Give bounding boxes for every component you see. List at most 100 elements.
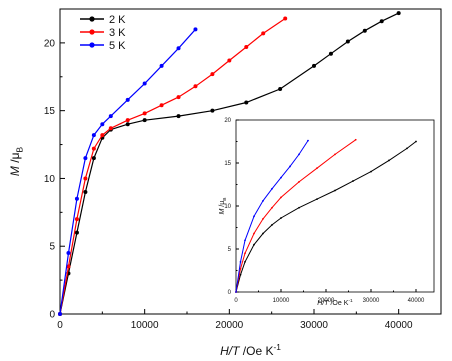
main-x-tick-label: 10000 [131,320,159,331]
main-series-2-point [91,133,96,138]
main-series-0-point [345,39,350,44]
main-series-0-point [362,28,367,33]
main-series-1-point [91,146,96,151]
main-series-2-point [176,46,181,51]
main-series-2-point [100,122,105,127]
inset-series-0-point [415,140,417,143]
main-x-tick-label: 30000 [300,320,328,331]
main-x-tick-label: 40000 [385,320,413,331]
inset-series-1-point [298,181,300,183]
inset-series-0-point [406,147,408,150]
main-y-axis-title: M /μB [8,147,25,177]
inset-y-axis-var: M [219,209,226,215]
inset-y-tick-label: 0 [228,290,232,296]
main-series-2-point [108,114,113,119]
main-x-axis-unit: /Oe K [239,344,273,358]
main-series-0-point [210,108,215,113]
inset-series-0-point [388,159,390,162]
main-series-1-point [283,16,288,21]
legend-marker-0 [89,16,95,22]
inset-series-0-point [239,273,242,276]
inset-series-0-point [280,217,282,219]
inset-series-1-point [271,206,273,209]
main-x-axis-sep: / [228,344,234,358]
inset-series-0-point [352,180,354,182]
inset-x-axis-title: H/T /Oe K-1 [317,298,353,307]
inset-series-2-point [271,187,273,190]
legend-marker-1 [89,29,95,35]
main-series-1-point [244,44,249,49]
main-series-0-point [83,190,88,194]
main-series-0-point [142,118,147,123]
main-series-1-point [108,126,113,131]
main-series-0-point [176,114,181,119]
main-x-axis-sup: -1 [273,342,281,352]
main-series-2-point [83,156,88,161]
main-y-tick-label: 15 [44,106,56,117]
main-series-0-point [91,156,96,161]
main-x-axis-title: H/T /Oe K-1 [220,342,281,358]
legend-label: 3 K [109,27,126,39]
main-y-axis-var: M [8,166,22,176]
inset-x-tick-label: 30000 [363,298,380,304]
main-series-2-point [159,63,164,68]
main-series-1-point [74,217,79,222]
legend-marker-2 [89,42,95,48]
main-x-tick-label: 0 [57,320,63,331]
inset-series-1-point [262,218,264,220]
inset-series-0-point [370,170,372,173]
inset-y-tick-label: 20 [224,118,231,124]
inset-series-2-point [235,291,237,293]
main-y-axis-sub: B [15,147,25,153]
main-series-1-point [100,133,105,138]
main-x-axis-var2: T [232,344,241,358]
inset-x-tick-label: 20000 [318,298,335,304]
inset-y-axis-sub: B [222,197,228,200]
inset-series-1-point [316,167,318,170]
main-y-tick-label: 0 [49,310,55,321]
main-series-line-2 [59,28,196,315]
main-series-1-point [142,111,147,116]
inset-plot-frame [235,119,435,293]
inset-series-2-point [239,261,242,263]
inset-x-axis-sup: -1 [348,298,353,304]
inset-x-axis-var: H [317,300,323,307]
inset-series-1-point [334,153,336,156]
main-series-1-point [227,58,232,63]
main-y-tick-label: 20 [44,38,56,49]
main-series-2-point [58,312,62,316]
main-series-2-point [125,97,130,102]
main-series-1-point [176,95,181,100]
inset-series-1-point [354,138,357,141]
main-series-0-point [125,122,130,127]
main-series-0-point [244,100,249,105]
inset-series-2-point [307,139,309,142]
inset-series-0-point [271,224,273,226]
inset-series-0-point [244,261,246,263]
main-y-tick-label: 10 [44,174,56,185]
inset-x-axis-var2: T [324,300,329,307]
inset-series-2-point [280,176,282,179]
inset-series-1-point [253,232,255,235]
inset-series-line-2 [235,140,309,293]
inset-series-0-point [298,206,300,209]
inset-x-tick-label: 10000 [273,298,290,304]
main-series-0-point [74,230,79,235]
main-series-1-point [125,118,130,123]
inset-y-tick-label: 10 [224,204,231,210]
inset-y-axis-title: M /μB [219,197,228,214]
inset-series-1-point [244,252,246,255]
inset-chart: 0 10000 20000 30000 40000 0 5 10 15 20 H/T /Oe K-1… [219,118,435,307]
main-series-0-point [396,11,401,16]
main-series-1-point [193,84,198,89]
main-series-1-point [83,176,88,181]
main-x-tick-label: 20000 [215,320,243,331]
inset-x-axis-sep: / [321,300,325,307]
inset-series-0-point [334,189,336,192]
inset-series-2-point [262,199,264,202]
main-series-0-point [278,86,283,91]
inset-series-2-point [289,165,291,168]
inset-series-1-point [239,267,242,270]
inset-y-axis-unit: /μ [219,201,226,209]
